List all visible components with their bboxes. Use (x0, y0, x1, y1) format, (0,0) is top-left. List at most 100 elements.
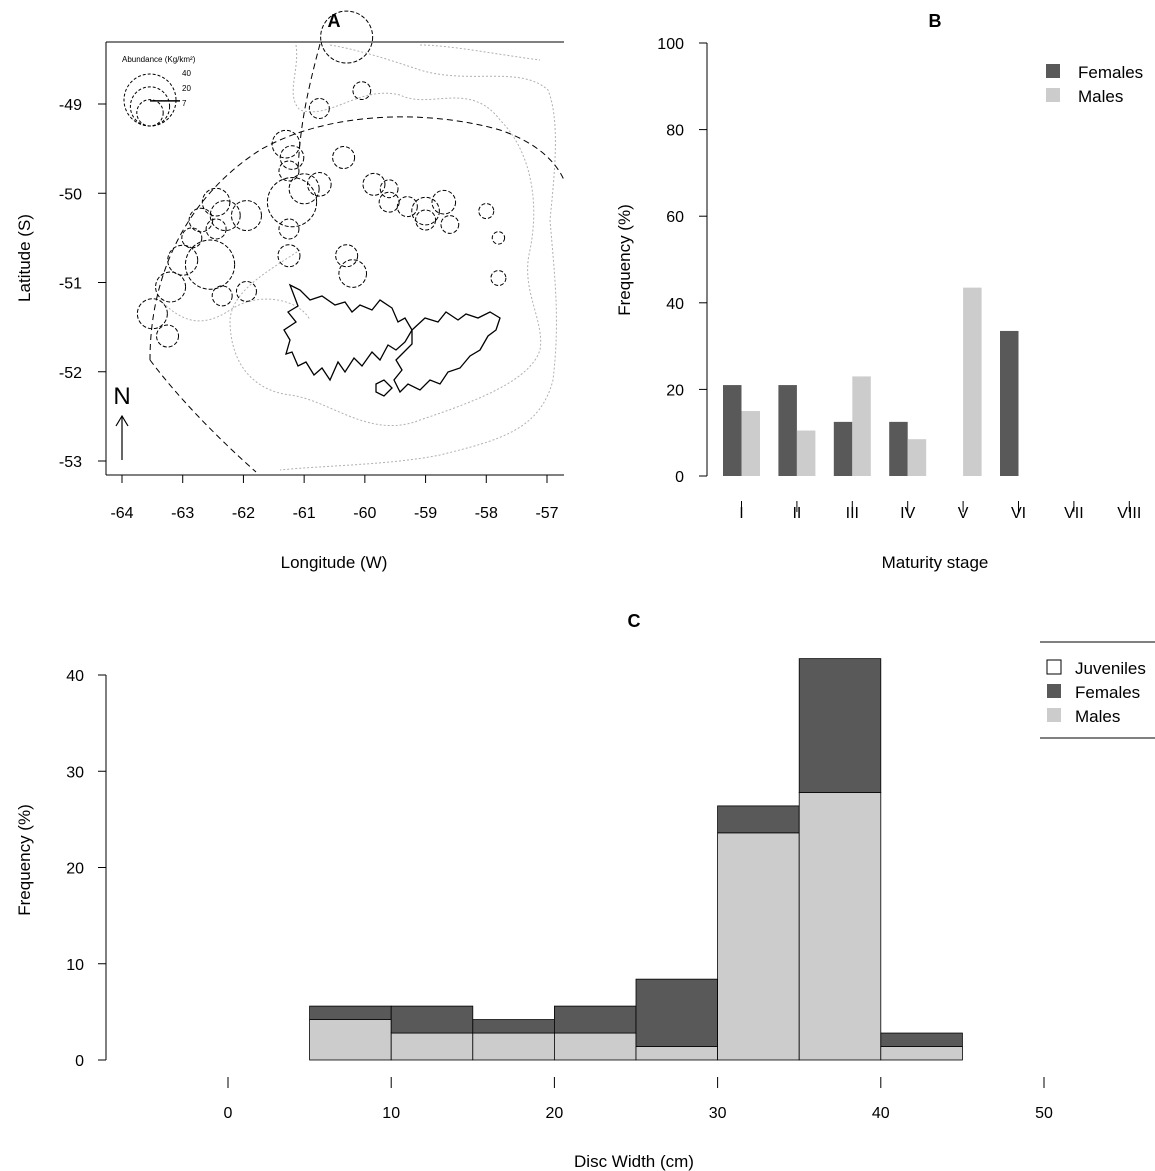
abundance-circle (266, 177, 318, 228)
panel-c-title: C (628, 611, 641, 631)
legend-value: 20 (182, 84, 191, 93)
x-tick-label: VIII (1117, 505, 1141, 522)
abundance-circle (211, 285, 233, 307)
abundance-circle (235, 280, 257, 302)
y-tick-label: 100 (657, 36, 684, 53)
abundance-circle (288, 173, 320, 205)
panel-b-title: B (929, 11, 942, 31)
x-tick-label: 20 (546, 1105, 564, 1122)
x-tick-label: 10 (382, 1105, 400, 1122)
panel-a-map: A -64 -63 -62 -61 -60 -59 -58 -57-49-50-51-52-5… (15, 10, 565, 572)
x-tick-label: IV (900, 505, 915, 522)
abundance-circle (271, 129, 301, 159)
bar-females (635, 978, 718, 1047)
y-tick-label: -51 (59, 276, 82, 293)
x-tick-label: -63 (171, 505, 194, 522)
y-tick-label: 30 (66, 764, 84, 781)
x-tick-label: -59 (414, 505, 437, 522)
x-tick-label: III (846, 505, 859, 522)
abundance-circle (379, 179, 399, 199)
panel-b-legend: Females Males (1046, 63, 1143, 106)
x-tick-label: I (739, 505, 743, 522)
bar-males (309, 1019, 392, 1061)
bar-females (723, 385, 742, 476)
legend-swatch-females (1047, 684, 1061, 698)
bar-females (798, 658, 882, 793)
y-tick-label: -50 (59, 186, 82, 203)
abundance-circle (205, 218, 227, 240)
abundance-circle (411, 196, 440, 226)
x-tick-label: -60 (353, 505, 376, 522)
legend-label-males: Males (1075, 707, 1120, 726)
x-tick-label: VII (1064, 505, 1084, 522)
panel-b-xlabel: Maturity stage (882, 553, 989, 572)
panel-a-xlabel: Longitude (W) (281, 553, 388, 572)
x-tick-label: 30 (709, 1105, 727, 1122)
legend-label-juveniles: Juveniles (1075, 659, 1146, 678)
abundance-circle (396, 196, 418, 218)
legend-circle (136, 99, 164, 127)
abundance-circle (278, 218, 300, 240)
x-tick-label: 0 (224, 1105, 233, 1122)
bar-females (880, 1032, 963, 1047)
legend-label-females: Females (1075, 683, 1140, 702)
legend-label-females: Females (1078, 63, 1143, 82)
y-tick-label: 40 (66, 668, 84, 685)
y-tick-label: -49 (59, 97, 82, 114)
abundance-circle (278, 160, 300, 182)
bar-females (778, 385, 797, 476)
panel-b-ticks: 0 20 40 60 80 100 (657, 36, 707, 486)
abundance-circle (431, 189, 457, 215)
abundance-legend: Abundance (Kg/km²) 40 20 7 (122, 55, 196, 127)
abundance-points (136, 10, 507, 348)
abundance-circle (338, 259, 368, 288)
x-tick-label: 50 (1035, 1105, 1053, 1122)
panel-b-bars: I II III IV V VI VII VIII (723, 287, 1141, 522)
abundance-circle (167, 244, 199, 276)
bar-males (554, 1032, 637, 1061)
abundance-circle (478, 203, 495, 220)
abundance-circle (490, 270, 507, 287)
bar-females (472, 1019, 555, 1034)
abundance-circle (188, 207, 214, 233)
depth-contours (159, 44, 557, 471)
panel-c-disc-width-histogram: C 0 10 20 30 40 0 10 20 30 40 50 Disc Width (cm) F… (15, 611, 1155, 1171)
legend-value: 7 (182, 99, 187, 108)
abundance-circle (277, 244, 301, 268)
abundance-circle (307, 172, 332, 197)
panel-b-ylabel: Frequency (%) (615, 204, 634, 315)
x-tick-label: VI (1011, 505, 1026, 522)
bar-males (390, 1032, 474, 1061)
x-tick-label: 40 (872, 1105, 890, 1122)
panel-c-ticks: 0 10 20 30 40 0 10 20 30 40 50 (66, 668, 1053, 1122)
x-tick-label: -61 (293, 505, 316, 522)
abundance-circle (320, 10, 374, 64)
x-tick-label: -57 (535, 505, 558, 522)
abundance-circle (332, 146, 356, 170)
abundance-circle (440, 215, 460, 234)
abundance-circle (230, 200, 262, 232)
bar-males (907, 439, 927, 476)
abundance-circle (201, 187, 231, 217)
bar-males (472, 1032, 555, 1061)
panel-a-ylabel: Latitude (S) (15, 214, 34, 302)
legend-swatch-males (1046, 88, 1060, 102)
bar-females (390, 1005, 474, 1034)
bar-females (554, 1005, 637, 1034)
y-tick-label: -52 (59, 365, 82, 382)
y-tick-label: 80 (666, 123, 684, 140)
abundance-circle (209, 200, 241, 232)
abundance-circle (155, 271, 187, 303)
bar-females (889, 421, 908, 476)
abundance-circle (279, 145, 305, 170)
abundance-legend-title: Abundance (Kg/km²) (122, 55, 196, 64)
north-arrow-icon: N (113, 383, 131, 460)
y-tick-label: 0 (675, 469, 684, 486)
legend-swatch-females (1046, 64, 1060, 78)
panel-c-ylabel: Frequency (%) (15, 804, 34, 915)
legend-circle (129, 86, 171, 127)
north-label: N (113, 383, 130, 410)
abundance-circle (308, 97, 330, 119)
